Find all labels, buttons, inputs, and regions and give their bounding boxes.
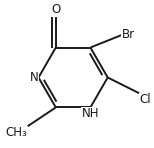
Text: NH: NH: [82, 107, 99, 120]
Text: Br: Br: [122, 28, 135, 41]
Text: O: O: [51, 3, 60, 16]
Text: CH₃: CH₃: [6, 126, 28, 139]
Text: N: N: [30, 71, 38, 84]
Text: Cl: Cl: [139, 93, 151, 106]
